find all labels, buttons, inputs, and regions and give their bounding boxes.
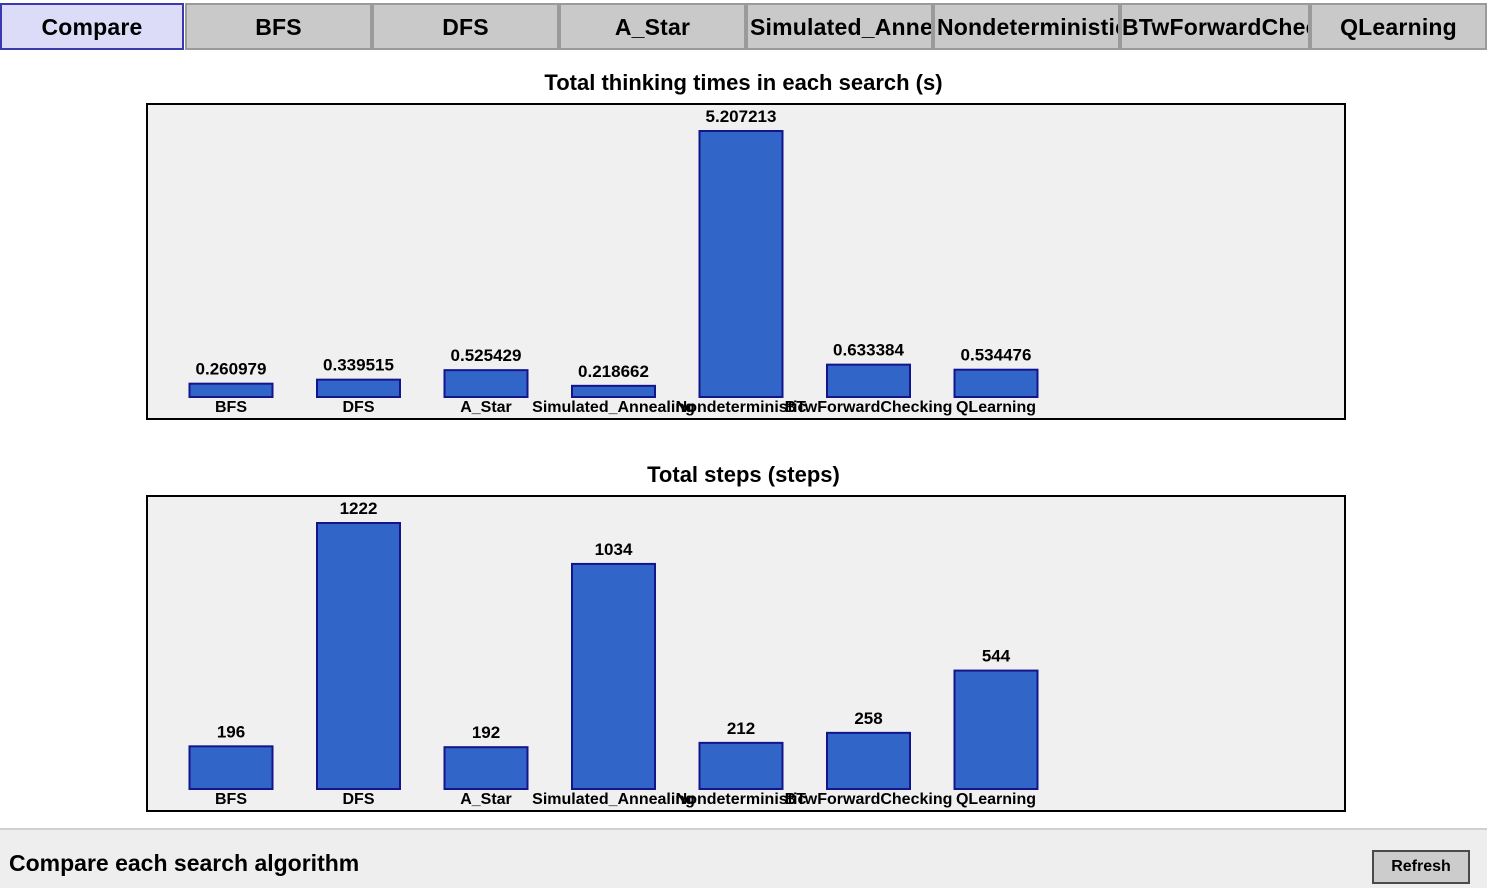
bar-value-label: 0.218662	[578, 362, 649, 381]
bar-value-label: 1222	[340, 499, 378, 518]
bar-value-label: 192	[472, 723, 500, 742]
tab-bfs[interactable]: BFS	[185, 3, 372, 50]
bar-value-label: 0.534476	[961, 346, 1032, 365]
bar-dfs	[316, 522, 401, 790]
bar-qlearning	[953, 368, 1039, 398]
tab-dfs[interactable]: DFS	[372, 3, 559, 50]
category-label: BFS	[215, 399, 247, 416]
category-label: QLearning	[956, 399, 1036, 416]
refresh-button[interactable]: Refresh	[1372, 850, 1470, 884]
tab-simulated-annealing[interactable]: Simulated_Annealing	[746, 3, 933, 50]
bar-bfs	[188, 382, 274, 399]
bar-btwforwardchecking	[826, 731, 911, 790]
category-label: A_Star	[460, 399, 512, 416]
category-label: Nondeterministic	[676, 791, 807, 808]
bar-dfs	[316, 378, 401, 398]
status-text: Compare each search algorithm	[9, 850, 360, 876]
category-label: QLearning	[956, 791, 1036, 808]
tab-compare[interactable]: Compare	[0, 3, 184, 50]
bar-value-label: 0.633384	[833, 341, 904, 360]
tab-bar: Compare BFS DFS A_Star Simulated_Anneali…	[0, 0, 1487, 52]
total-steps-chart: 196 BFS 1222 DFS 192 A_Star 1034 Simulated_Anne…	[146, 495, 1346, 812]
tab-qlearning[interactable]: QLearning	[1310, 3, 1487, 50]
bar-value-label: 212	[727, 719, 755, 738]
bar-value-label: 0.525429	[451, 346, 522, 365]
bar-value-label: 0.339515	[323, 356, 394, 375]
bar-nondeterministic	[698, 130, 784, 398]
bar-value-label: 196	[217, 722, 245, 741]
bar-qlearning	[953, 669, 1039, 790]
category-label: BTwForwardChecking	[785, 791, 953, 808]
category-label: BTwForwardChecking	[785, 399, 953, 416]
status-bar: Compare each search algorithm Refresh	[0, 828, 1487, 888]
bar-value-label: 544	[982, 647, 1011, 666]
category-label: Simulated_Annealing	[532, 399, 695, 416]
category-label: DFS	[343, 791, 375, 808]
bar-nondeterministic	[698, 741, 784, 791]
tab-a-star[interactable]: A_Star	[559, 3, 746, 50]
chart-title-thinking-times: Total thinking times in each search (s)	[544, 70, 943, 95]
category-label: Nondeterministic	[676, 399, 807, 416]
bar-value-label: 0.260979	[196, 360, 267, 379]
bar-simulated-annealing	[571, 384, 656, 398]
category-label: A_Star	[460, 791, 512, 808]
bar-a-star	[443, 746, 529, 790]
tab-nondeterministic[interactable]: Nondeterministic	[933, 3, 1120, 50]
bar-value-label: 5.207213	[706, 107, 777, 126]
thinking-times-chart: 0.260979 BFS 0.339515 DFS 0.525429 A_Star 0.21…	[146, 103, 1346, 420]
bar-btwforwardchecking	[826, 363, 911, 399]
bar-value-label: 258	[854, 709, 882, 728]
bar-a-star	[443, 369, 529, 398]
bar-simulated-annealing	[571, 562, 656, 790]
chart-title-total-steps: Total steps (steps)	[647, 462, 840, 487]
tab-btw-forward-checking[interactable]: BTwForwardChecking	[1120, 3, 1310, 50]
category-label: Simulated_Annealing	[532, 791, 695, 808]
bar-bfs	[188, 745, 274, 790]
bar-value-label: 1034	[595, 540, 633, 559]
category-label: BFS	[215, 791, 247, 808]
category-label: DFS	[343, 399, 375, 416]
